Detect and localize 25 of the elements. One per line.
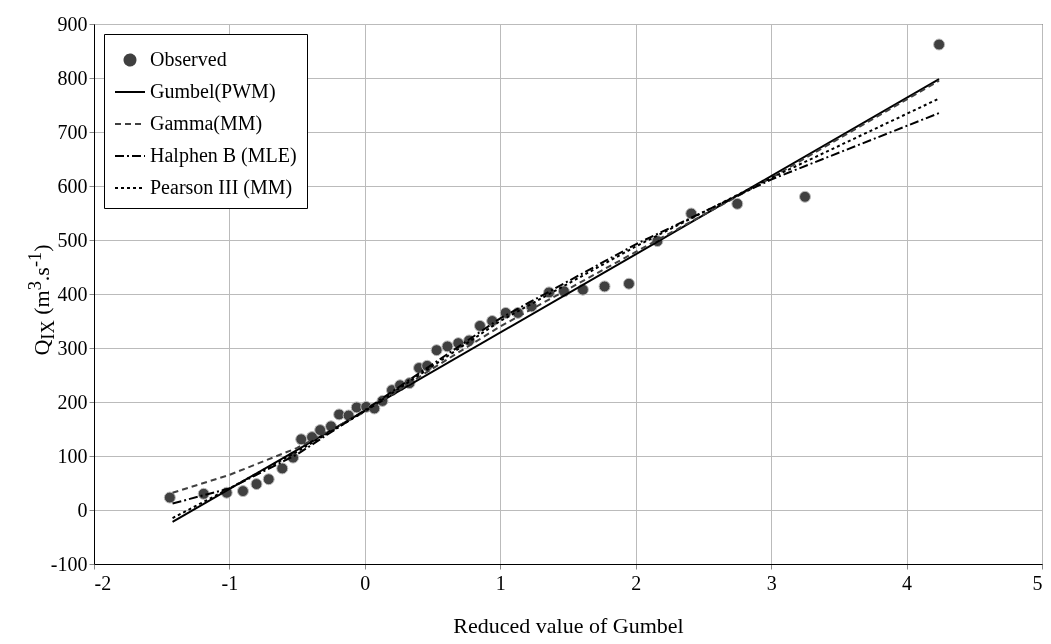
y-tick-label: 800 bbox=[57, 66, 88, 89]
y-tick-label: 300 bbox=[57, 336, 88, 359]
y-tick-label: 700 bbox=[57, 120, 88, 143]
x-axis-title: Reduced value of Gumbel bbox=[453, 612, 684, 638]
y-tick-label: 0 bbox=[77, 498, 88, 521]
y-tick-label: 500 bbox=[57, 228, 88, 251]
y-tick-label: -100 bbox=[50, 552, 88, 575]
x-tick-label: 3 bbox=[766, 571, 777, 594]
y-tick-label: 400 bbox=[57, 282, 88, 305]
y-tick-label: 600 bbox=[57, 174, 88, 197]
x-tick-label: 5 bbox=[1032, 571, 1043, 594]
x-tick-label: 0 bbox=[360, 571, 371, 594]
x-tick-label: -2 bbox=[94, 571, 112, 594]
y-tick-label: 100 bbox=[57, 444, 88, 467]
legend-label: Observed bbox=[150, 48, 227, 70]
y-tick-label: 900 bbox=[57, 12, 88, 35]
y-tick-label: 200 bbox=[57, 390, 88, 413]
legend-label: Gamma(MM) bbox=[150, 112, 263, 135]
x-tick-label: 1 bbox=[495, 571, 506, 594]
legend-label: Pearson III (MM) bbox=[150, 176, 293, 199]
x-tick-label: 2 bbox=[631, 571, 642, 594]
x-tick-label: -1 bbox=[221, 571, 239, 594]
legend-label: Gumbel(PWM) bbox=[150, 80, 276, 103]
x-tick-label: 4 bbox=[902, 571, 913, 594]
legend-label: Halphen B (MLE) bbox=[150, 144, 297, 167]
